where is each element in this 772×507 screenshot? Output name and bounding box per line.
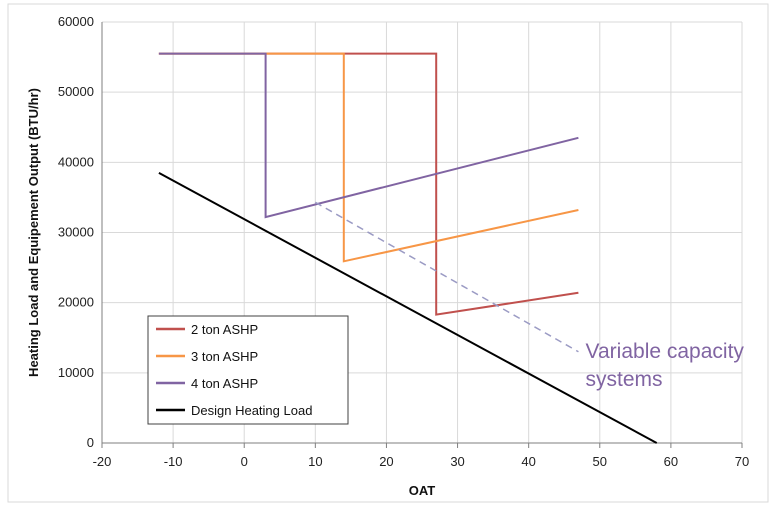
x-tick-label: 0 xyxy=(241,454,248,469)
x-tick-label: -10 xyxy=(164,454,183,469)
variable-capacity-dashed-line xyxy=(314,201,579,353)
annotation-text-line: systems xyxy=(586,368,663,391)
chart-border xyxy=(7,3,769,503)
legend: 2 ton ASHP 3 ton ASHP 4 ton ASHP Design Hea… xyxy=(147,315,349,425)
x-tick-label: 40 xyxy=(521,454,535,469)
legend-label: 2 ton ASHP xyxy=(191,322,258,337)
x-tick-label: -20 xyxy=(93,454,112,469)
annotation-text-line: Variable capacity xyxy=(586,340,745,363)
annotations: Variable capacity systems xyxy=(314,201,745,391)
x-tick-label: 60 xyxy=(664,454,678,469)
series-line-4-ton-ashp xyxy=(158,52,579,219)
y-tick-label: 0 xyxy=(87,435,94,450)
legend-label: 3 ton ASHP xyxy=(191,349,258,364)
y-tick-label: 20000 xyxy=(58,295,94,310)
gridlines xyxy=(102,21,743,443)
x-tick-label: 30 xyxy=(450,454,464,469)
series-line-design-heating-load xyxy=(158,172,658,444)
y-tick-label: 10000 xyxy=(58,365,94,380)
x-tick-label: 10 xyxy=(308,454,322,469)
y-axis-title: Heating Load and Equipement Output (BTU/… xyxy=(26,88,41,377)
axes: 0 10000 20000 30000 40000 50000 60000 -20 -10 0 10… xyxy=(58,14,749,469)
legend-label: Design Heating Load xyxy=(191,403,312,418)
legend-label: 4 ton ASHP xyxy=(191,376,258,391)
y-tick-label: 30000 xyxy=(58,225,94,240)
x-axis-title: OAT xyxy=(409,483,436,498)
y-tick-label: 40000 xyxy=(58,154,94,169)
x-tick-label: 20 xyxy=(379,454,393,469)
x-tick-label: 50 xyxy=(593,454,607,469)
legend-box xyxy=(147,315,349,425)
x-tick-label: 70 xyxy=(735,454,749,469)
series-lines xyxy=(158,52,658,444)
y-tick-label: 50000 xyxy=(58,84,94,99)
y-tick-label: 60000 xyxy=(58,14,94,29)
